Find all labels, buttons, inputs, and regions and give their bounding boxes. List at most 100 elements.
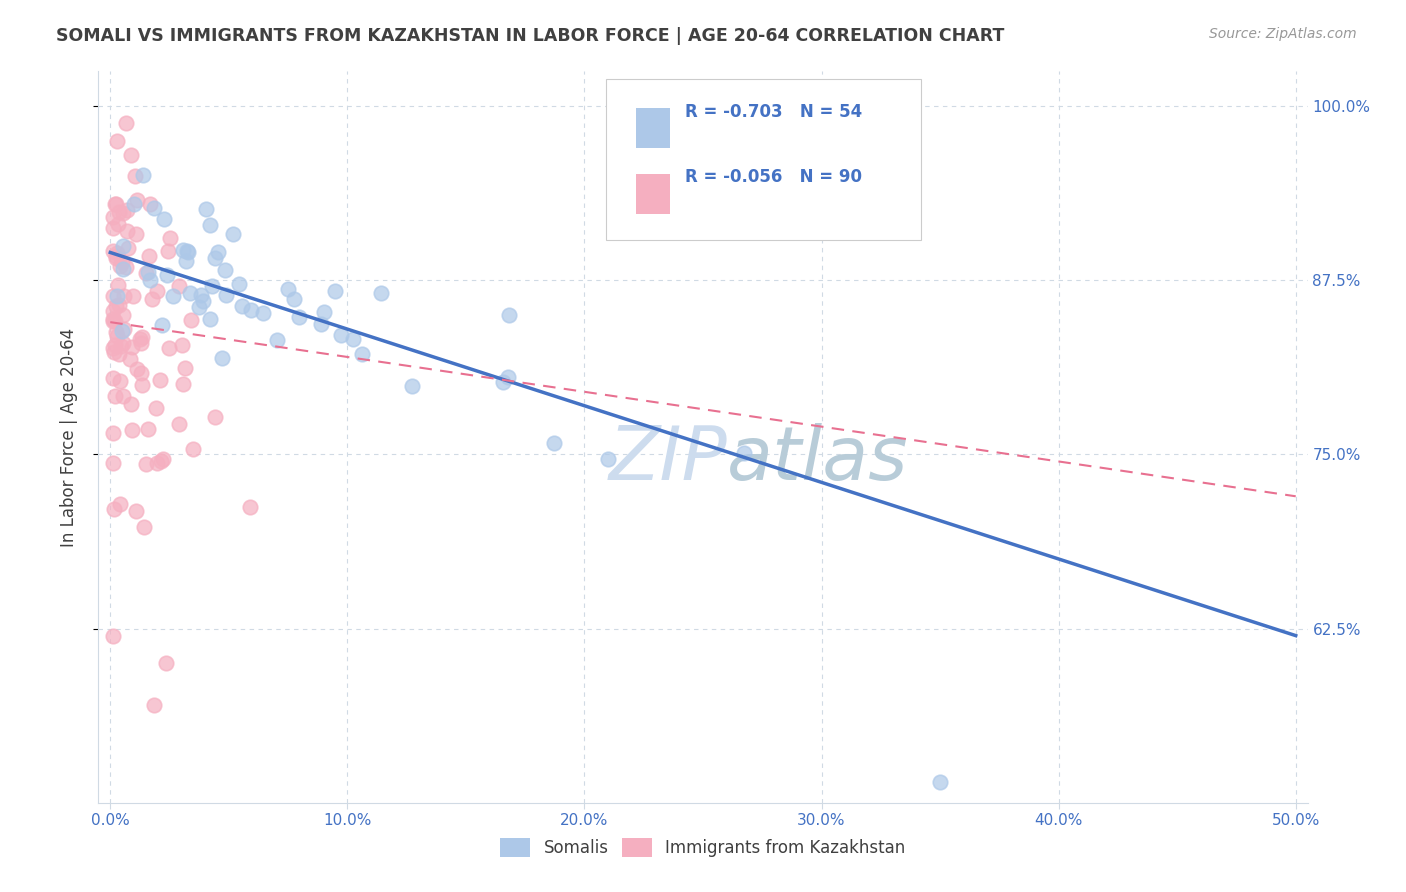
- Point: [240, 302, 263, 317]
- Point: [108, 347, 131, 361]
- Point: [174, 253, 197, 268]
- Point: [141, 292, 163, 306]
- Point: [108, 298, 131, 312]
- Point: [252, 306, 274, 320]
- Point: [183, 442, 205, 456]
- Point: [114, 260, 136, 274]
- Point: [176, 244, 198, 259]
- Point: [222, 227, 245, 241]
- Point: [107, 134, 129, 148]
- Point: [277, 281, 299, 295]
- Point: [110, 339, 132, 353]
- Point: [162, 289, 184, 303]
- Point: [204, 251, 226, 265]
- Point: [146, 456, 169, 470]
- Point: [121, 423, 143, 437]
- Point: [105, 289, 128, 303]
- Point: [138, 249, 160, 263]
- Point: [498, 370, 520, 384]
- Point: [112, 308, 135, 322]
- Point: [498, 308, 520, 322]
- Text: R = -0.703   N = 54: R = -0.703 N = 54: [685, 103, 862, 120]
- Point: [350, 347, 373, 361]
- Point: [125, 194, 148, 208]
- Point: [112, 322, 135, 336]
- Point: [176, 244, 198, 258]
- Point: [145, 401, 167, 415]
- Point: [149, 373, 172, 387]
- Point: [323, 284, 346, 298]
- Point: [204, 410, 226, 425]
- Point: [104, 196, 127, 211]
- Point: [150, 318, 173, 333]
- Point: [211, 351, 233, 365]
- Point: [329, 328, 352, 343]
- Point: [134, 520, 156, 534]
- Point: [370, 286, 392, 301]
- Point: [112, 289, 135, 303]
- Point: [159, 231, 181, 245]
- Point: [172, 377, 194, 392]
- Point: [108, 259, 131, 273]
- Point: [101, 426, 124, 441]
- Point: [401, 379, 423, 393]
- FancyBboxPatch shape: [637, 174, 671, 214]
- Point: [104, 313, 127, 327]
- Legend: Somalis, Immigrants from Kazakhstan: Somalis, Immigrants from Kazakhstan: [494, 831, 912, 864]
- Point: [172, 243, 194, 257]
- Point: [101, 311, 124, 326]
- Point: [215, 288, 238, 302]
- Point: [142, 698, 165, 713]
- Point: [112, 206, 135, 220]
- Point: [101, 304, 124, 318]
- Point: [120, 397, 142, 411]
- Point: [108, 497, 131, 511]
- Point: [131, 330, 153, 344]
- Point: [111, 389, 134, 403]
- Point: [111, 254, 134, 268]
- Point: [104, 299, 127, 313]
- Point: [288, 310, 311, 325]
- Point: [104, 325, 127, 339]
- Point: [136, 422, 159, 436]
- Y-axis label: In Labor Force | Age 20-64: In Labor Force | Age 20-64: [59, 327, 77, 547]
- Point: [124, 227, 146, 242]
- Point: [596, 452, 619, 467]
- Point: [228, 277, 250, 292]
- Point: [135, 457, 157, 471]
- Point: [129, 333, 152, 347]
- Text: SOMALI VS IMMIGRANTS FROM KAZAKHSTAN IN LABOR FORCE | AGE 20-64 CORRELATION CHAR: SOMALI VS IMMIGRANTS FROM KAZAKHSTAN IN …: [56, 27, 1005, 45]
- Point: [111, 336, 134, 351]
- Point: [120, 148, 142, 162]
- Point: [733, 446, 755, 460]
- Point: [198, 312, 221, 326]
- Point: [117, 203, 139, 218]
- Point: [201, 279, 224, 293]
- FancyBboxPatch shape: [606, 78, 921, 240]
- Point: [105, 249, 128, 263]
- Point: [129, 335, 152, 350]
- Point: [173, 361, 195, 376]
- Point: [101, 244, 124, 259]
- Point: [101, 210, 124, 224]
- Point: [124, 169, 146, 183]
- Point: [157, 341, 180, 355]
- Point: [107, 277, 129, 292]
- FancyBboxPatch shape: [637, 108, 671, 148]
- Point: [103, 220, 125, 235]
- Point: [156, 244, 179, 259]
- Point: [190, 288, 212, 302]
- Point: [108, 204, 131, 219]
- Point: [101, 456, 124, 470]
- Point: [239, 500, 262, 514]
- Point: [929, 775, 952, 789]
- Point: [103, 345, 125, 359]
- Point: [103, 502, 125, 516]
- Point: [104, 251, 127, 265]
- Point: [104, 338, 127, 352]
- Point: [121, 340, 143, 354]
- Point: [101, 289, 124, 303]
- Point: [214, 263, 236, 277]
- Point: [135, 266, 157, 280]
- Point: [187, 301, 209, 315]
